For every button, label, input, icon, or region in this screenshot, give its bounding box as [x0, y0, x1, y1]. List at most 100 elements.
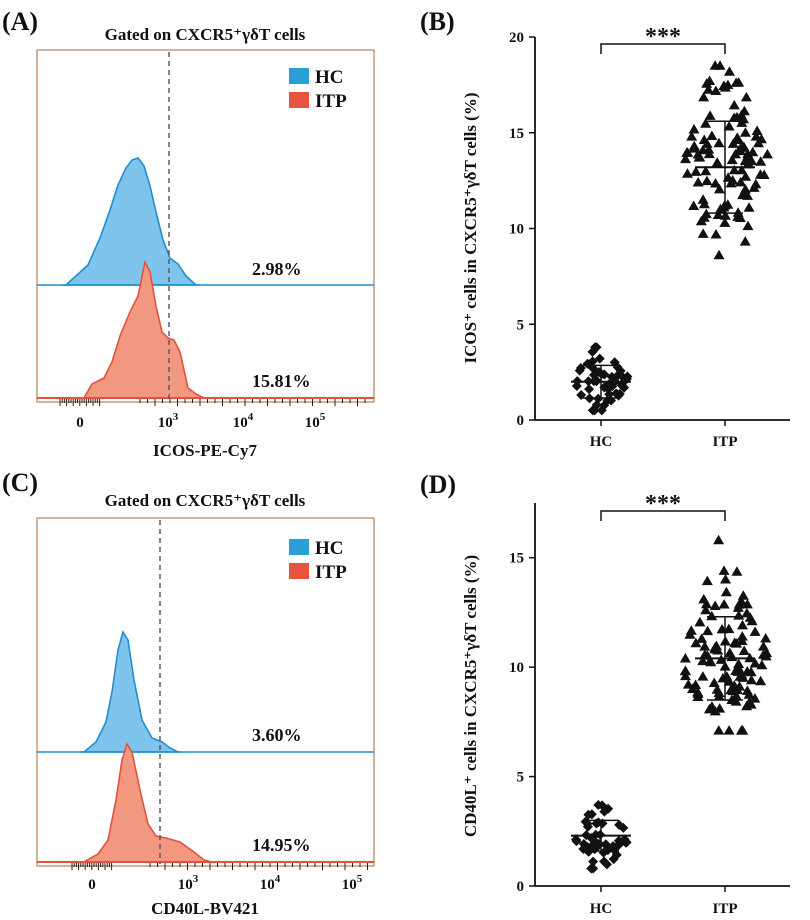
data-point-itp	[697, 144, 709, 155]
data-point-itp	[749, 693, 761, 703]
panel-c-label: (C)	[2, 468, 38, 497]
data-point-itp	[757, 641, 769, 651]
x-tick-10000: 104	[260, 873, 281, 893]
y-axis-label: ICOS⁺ cells in CXCR5⁺γδT cells (%)	[461, 93, 480, 364]
data-points	[571, 60, 773, 416]
data-point-hc	[614, 819, 625, 830]
data-point-itp	[720, 573, 732, 584]
data-point-itp	[739, 236, 751, 246]
data-point-itp	[734, 681, 746, 691]
y-tick-label: 20	[509, 30, 524, 46]
legend-itp-swatch	[289, 92, 309, 108]
legend-hc-swatch	[289, 539, 309, 555]
data-point-itp	[710, 229, 722, 239]
data-point-itp	[713, 725, 725, 735]
data-point-hc	[588, 863, 599, 874]
data-point-itp	[736, 164, 748, 175]
data-point-itp	[703, 148, 715, 159]
data-point-hc	[621, 837, 632, 848]
data-point-itp	[720, 586, 732, 597]
data-point-itp	[713, 137, 725, 148]
data-point-hc	[604, 389, 615, 400]
data-point-itp	[706, 130, 718, 141]
data-point-itp	[724, 647, 736, 657]
data-point-hc	[587, 346, 598, 357]
y-tick-label: 10	[509, 660, 524, 676]
data-point-itp	[709, 642, 721, 652]
data-point-itp	[682, 147, 694, 157]
data-point-itp	[730, 690, 742, 701]
data-point-itp	[727, 138, 739, 148]
data-point-hc	[603, 803, 614, 814]
data-point-itp	[739, 127, 751, 137]
data-point-itp	[723, 725, 735, 735]
data-point-hc	[614, 388, 625, 399]
data-point-itp	[694, 616, 706, 627]
y-tick-label: 5	[517, 770, 525, 786]
data-point-itp	[723, 121, 735, 131]
data-point-itp	[742, 158, 754, 169]
data-point-itp	[758, 169, 770, 180]
data-point-itp	[704, 110, 716, 120]
data-point-itp	[740, 91, 752, 102]
y-ticks: 0 5 10 15 20	[509, 30, 535, 429]
data-point-itp	[735, 176, 747, 187]
data-point-itp	[743, 202, 755, 212]
data-point-itp	[748, 182, 760, 192]
x-tick-1000: 103	[158, 411, 179, 431]
y-ticks: 0 5 10 15	[509, 551, 535, 895]
panel-c-plot-frame	[36, 517, 375, 867]
data-point-itp	[761, 148, 773, 159]
data-point-itp	[679, 652, 691, 663]
data-point-itp	[718, 598, 730, 609]
data-point-itp	[733, 145, 745, 156]
data-point-itp	[710, 85, 722, 95]
data-point-itp	[709, 178, 721, 188]
percentage-itp: 15.81%	[252, 371, 311, 391]
data-point-itp	[700, 165, 712, 176]
data-point-itp	[696, 633, 708, 643]
data-point-itp	[711, 157, 723, 167]
percentage-itp: 14.95%	[252, 835, 311, 855]
data-point-itp	[701, 575, 713, 586]
y-tick-label: 15	[509, 126, 524, 142]
data-point-itp	[760, 633, 772, 643]
data-point-itp	[699, 649, 711, 659]
data-point-hc	[611, 849, 622, 860]
data-point-itp	[745, 674, 757, 685]
data-point-hc	[599, 369, 610, 380]
data-point-itp	[735, 725, 747, 735]
data-point-itp	[719, 217, 731, 227]
data-point-itp	[753, 137, 765, 148]
data-point-itp	[755, 156, 767, 166]
data-point-itp	[700, 208, 712, 219]
data-point-hc	[594, 353, 605, 364]
legend-hc-swatch	[289, 68, 309, 84]
data-point-itp	[709, 60, 721, 70]
data-point-itp	[722, 79, 734, 90]
category-hc: HC	[590, 901, 613, 917]
percentage-hc: 2.98%	[252, 259, 302, 279]
data-point-itp	[711, 684, 723, 694]
data-point-itp	[744, 612, 756, 622]
data-point-itp	[749, 657, 761, 668]
x-axis-label: ICOS-PE-Cy7	[153, 441, 257, 460]
data-point-itp	[756, 659, 768, 670]
data-point-itp	[704, 655, 716, 666]
panel-a-label: (A)	[2, 7, 38, 36]
x-axis-label: CD40L-BV421	[151, 899, 259, 918]
data-point-itp	[679, 670, 691, 681]
data-point-itp	[718, 565, 730, 575]
data-point-itp	[686, 131, 698, 141]
significance-stars: ***	[645, 491, 681, 517]
x-tick-100000: 105	[305, 411, 326, 431]
data-point-itp	[741, 598, 753, 609]
y-tick-label: 0	[517, 413, 525, 429]
data-point-itp	[700, 598, 712, 609]
data-point-itp	[700, 118, 712, 128]
significance-bracket	[600, 43, 726, 54]
legend-itp-swatch	[289, 563, 309, 579]
x-tick-1000: 103	[178, 873, 199, 893]
data-point-itp	[701, 175, 713, 186]
